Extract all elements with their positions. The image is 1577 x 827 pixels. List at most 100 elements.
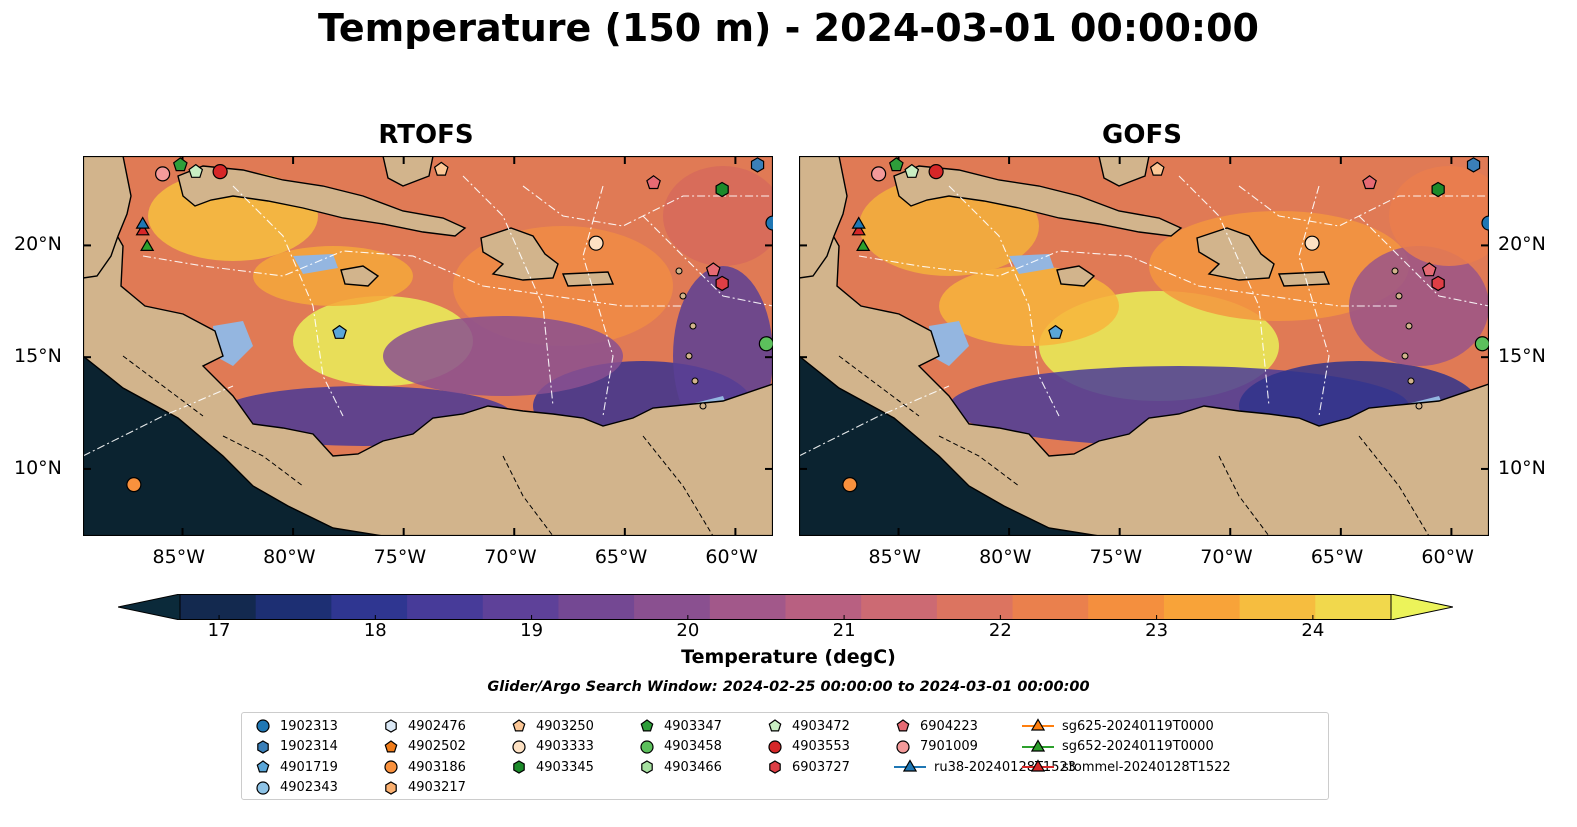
colorbar-tick-label: 22 — [988, 620, 1012, 641]
legend-item: 6903727 — [766, 757, 850, 777]
legend-item-label: 6903727 — [792, 759, 850, 775]
legend-item: 4903217 — [382, 778, 466, 798]
legend: 1902313 1902314 4901719 4902343 4902476 49025… — [241, 712, 1329, 800]
gofs-temperature-map — [799, 156, 1489, 536]
legend-item-label: 4903186 — [408, 759, 466, 775]
marker-6904223 — [705, 262, 721, 277]
lon-tick-label: 60°W — [1421, 546, 1474, 568]
legend-item: 4902476 — [382, 716, 466, 736]
colorbar-tick-label: 17 — [207, 620, 231, 641]
marker-7901009 — [871, 166, 887, 182]
marker-4903333 — [588, 235, 604, 251]
colorbar-tick-label: 21 — [832, 620, 856, 641]
legend-marker-icon — [256, 719, 270, 733]
lon-tick-label: 70°W — [484, 546, 537, 568]
legend-item-label: 4903347 — [664, 718, 722, 734]
legend-marker-icon — [768, 739, 782, 754]
lon-tick-label: 70°W — [1200, 546, 1253, 568]
lat-tick-label-left: 20°N — [14, 233, 62, 256]
legend-item-label: 4902502 — [408, 739, 466, 754]
marker-4903347 — [172, 157, 188, 172]
legend-marker-icon — [640, 719, 654, 732]
colorbar — [117, 593, 1454, 621]
legend-marker-icon — [894, 759, 926, 772]
lat-tick-label-left: 10°N — [14, 456, 62, 479]
panel-title-rtofs: RTOFS — [378, 120, 474, 150]
legend-marker-icon — [768, 719, 782, 732]
legend-item: 4903333 — [510, 737, 594, 757]
colorbar-tick-label: 18 — [363, 620, 387, 641]
legend-marker-icon — [256, 760, 270, 773]
legend-item: 4903472 — [766, 716, 850, 736]
legend-item: sg652-20240119T0000 — [1022, 737, 1214, 757]
marker-4903553 — [928, 164, 944, 180]
lon-tick-label: 85°W — [868, 546, 921, 568]
lon-tick-label: 60°W — [705, 546, 758, 568]
marker-4903472 — [904, 163, 920, 178]
marker-4903250 — [1149, 161, 1165, 176]
marker-4903186 — [842, 476, 858, 493]
lon-tick-label: 75°W — [373, 546, 427, 568]
legend-marker-icon — [256, 780, 270, 795]
legend-marker-icon — [896, 719, 910, 732]
legend-item-label: 4903458 — [664, 739, 722, 754]
legend-item: 4902343 — [254, 778, 338, 798]
legend-marker-icon — [1022, 718, 1054, 731]
legend-item: 4903345 — [510, 757, 594, 777]
panel-title-gofs: GOFS — [1102, 120, 1182, 150]
legend-item-label: 4903472 — [792, 718, 850, 734]
legend-item: 7901009 — [894, 737, 978, 757]
legend-item-label: 4902476 — [408, 718, 466, 734]
marker-1902314 — [1466, 157, 1481, 173]
colorbar-tick-label: 24 — [1301, 620, 1325, 641]
marker-6904223 — [1362, 175, 1377, 190]
legend-marker-icon — [384, 760, 398, 774]
marker-sg652-20240119T0000 — [140, 238, 155, 252]
legend-item: 4903458 — [638, 737, 722, 757]
marker-6904223 — [646, 175, 661, 190]
marker-4903458 — [758, 336, 773, 352]
marker-4903345 — [715, 181, 729, 198]
legend-marker-icon — [896, 739, 910, 754]
marker-sg652-20240119T0000 — [856, 238, 871, 252]
legend-item: 4903186 — [382, 757, 466, 777]
legend-marker-icon — [1022, 738, 1054, 752]
lon-tick-label: 65°W — [1310, 546, 1364, 568]
legend-item-label: 4903250 — [536, 718, 594, 734]
legend-item: 4902502 — [382, 737, 466, 757]
legend-item: sg625-20240119T0000 — [1022, 716, 1214, 736]
marker-1902314 — [750, 157, 765, 173]
colorbar-tick-label: 23 — [1145, 620, 1169, 641]
legend-item-label: sg652-20240119T0000 — [1062, 739, 1214, 754]
marker-stommel-20240128T1522 — [135, 223, 150, 236]
lat-tick-label-left: 15°N — [14, 345, 62, 368]
lat-tick-label-right: 20°N — [1498, 233, 1546, 256]
lon-tick-label: 80°W — [263, 546, 316, 568]
legend-item-label: 7901009 — [920, 739, 978, 754]
legend-item-label: 4903553 — [792, 739, 850, 754]
marker-1902313 — [765, 215, 773, 231]
colorbar-tick-label: 19 — [520, 620, 544, 641]
legend-marker-icon — [385, 719, 397, 733]
lon-tick-label: 65°W — [594, 546, 648, 568]
legend-item: 6904223 — [894, 716, 978, 736]
legend-item-label: 4903466 — [664, 759, 722, 775]
marker-4901719 — [1048, 324, 1063, 339]
search-window-text: Glider/Argo Search Window: 2024-02-25 00… — [487, 679, 1090, 695]
legend-marker-icon — [384, 739, 398, 752]
figure-title: Temperature (150 m) - 2024-03-01 00:00:0… — [317, 6, 1259, 50]
lon-tick-label: 80°W — [979, 546, 1032, 568]
marker-6903727 — [715, 275, 729, 292]
legend-item-label: 6904223 — [920, 718, 978, 734]
marker-4901719 — [332, 324, 347, 339]
legend-marker-icon — [512, 719, 526, 732]
marker-4903472 — [188, 163, 204, 178]
legend-item-label: sg625-20240119T0000 — [1062, 718, 1214, 734]
lat-tick-label-right: 10°N — [1498, 456, 1546, 479]
legend-marker-icon — [512, 739, 526, 754]
legend-marker-icon — [513, 760, 525, 774]
legend-marker-icon — [640, 739, 654, 754]
legend-item-label: 4903217 — [408, 780, 466, 795]
legend-item: 4903466 — [638, 757, 722, 777]
legend-item-label: 1902314 — [280, 739, 338, 754]
